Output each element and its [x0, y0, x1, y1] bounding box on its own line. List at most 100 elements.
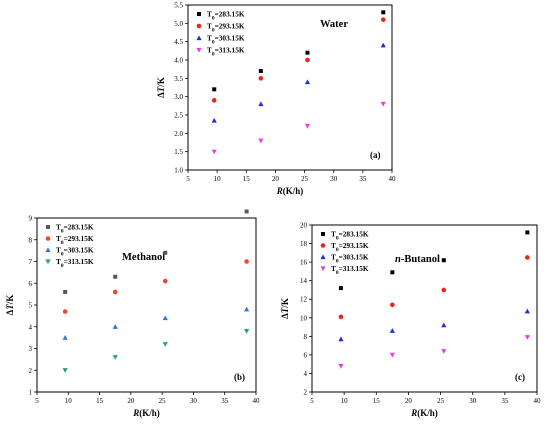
data-point	[390, 302, 395, 308]
y-tick-label: 10	[300, 314, 308, 322]
y-tick-label: 4	[29, 323, 33, 331]
data-point	[211, 98, 217, 103]
x-axis-label: R(K/h)	[410, 408, 438, 418]
y-axis-label-delta: Δ	[156, 92, 166, 98]
y-tick-label: 5.0	[174, 20, 183, 28]
legend-entry-subscript: 0	[336, 247, 339, 253]
chart-title-text: Water	[320, 19, 348, 30]
legend-entry-subscript: 0	[336, 259, 339, 265]
legend-entry-value: =313.15K	[215, 46, 245, 55]
chart-panel-3: 5 10 15 20 25 30 35 402468101214161820R(K/h)ΔT/…	[280, 222, 541, 419]
panel-label: (c)	[515, 372, 525, 382]
x-tick-label: 35	[501, 397, 509, 405]
legend-marker	[196, 47, 202, 53]
y-tick-label: 9	[29, 215, 33, 223]
legend-entry-value: =283.15K	[64, 223, 94, 232]
data-point	[389, 352, 395, 358]
y-tick-label: 18	[300, 240, 308, 248]
x-axis-label-unit: (K/h)	[139, 408, 160, 418]
y-tick-label: 7	[29, 258, 33, 266]
y-axis-label-unit: /K	[5, 295, 15, 306]
data-point	[258, 138, 264, 144]
y-tick-label: 2	[304, 389, 308, 397]
x-tick-label: 10	[341, 397, 349, 405]
legend-entry: T0=293.15K	[331, 241, 369, 253]
data-point	[441, 287, 447, 293]
y-tick-label: 2.5	[174, 112, 183, 120]
data-point	[162, 278, 168, 284]
legend-entry-value: =293.15K	[215, 22, 245, 31]
data-point	[112, 289, 118, 295]
data-point	[380, 17, 386, 22]
y-axis-label: ΔT/K	[156, 77, 166, 98]
legend-entry-symbol: T	[56, 246, 61, 255]
chart-title-text: Methanol	[122, 252, 165, 263]
legend-marker	[320, 254, 326, 260]
y-tick-label: 4.0	[174, 57, 183, 65]
x-tick-label: 30	[330, 175, 338, 183]
x-axis-label: R(K/h)	[132, 408, 160, 418]
y-tick-label: 3.5	[174, 75, 183, 83]
legend-entry-symbol: T	[331, 241, 336, 250]
legend-entry-symbol: T	[207, 34, 212, 43]
data-point	[258, 76, 264, 81]
chart-title-prefix: n	[395, 254, 401, 265]
legend-entry-value: =303.15K	[215, 34, 245, 43]
x-axis-label-symbol: R	[132, 408, 139, 418]
y-tick-label: 5.5	[174, 2, 183, 10]
x-axis-label: R(K/h)	[276, 186, 304, 196]
data-point	[112, 324, 118, 329]
x-tick-label: 15	[243, 175, 251, 183]
data-point	[305, 50, 310, 55]
y-tick-label: 20	[300, 222, 308, 230]
data-point	[258, 69, 263, 73]
y-tick-label: 12	[300, 296, 308, 304]
legend-entry-subscript: 0	[336, 270, 339, 276]
legend-marker	[320, 266, 326, 272]
legend-entry-subscript: 0	[336, 236, 339, 242]
data-point	[338, 336, 344, 342]
legend-entry-symbol: T	[207, 46, 212, 55]
data-point	[212, 87, 217, 92]
legend-entry-value: =313.15K	[339, 264, 369, 273]
y-axis-label-delta: Δ	[5, 309, 15, 315]
x-tick-label: 40	[534, 397, 542, 405]
x-tick-label: 35	[359, 175, 367, 183]
y-tick-label: 8	[304, 333, 308, 341]
legend-marker	[197, 12, 201, 16]
legend-marker	[45, 247, 51, 253]
legend-entry: T0=313.15K	[331, 264, 369, 276]
legend-entry-subscript: 0	[61, 263, 64, 269]
x-axis-label-unit: (K/h)	[417, 408, 438, 418]
data-point	[244, 329, 250, 334]
legend-entry: T0=303.15K	[207, 34, 245, 46]
y-tick-label: 1.5	[174, 148, 183, 156]
data-point	[244, 259, 249, 264]
y-tick-label: 16	[300, 259, 308, 267]
legend-entry: T0=303.15K	[331, 253, 369, 265]
y-tick-label: 6	[304, 351, 308, 359]
x-tick-label: 25	[159, 397, 167, 405]
plot-frame	[36, 217, 257, 393]
data-point	[338, 286, 343, 291]
x-tick-label: 15	[373, 397, 381, 405]
data-point	[389, 328, 395, 333]
data-point	[113, 274, 118, 279]
y-tick-label: 6	[29, 280, 33, 288]
y-tick-label: 4.5	[174, 38, 183, 46]
x-tick-label: 5	[186, 175, 190, 183]
x-tick-label: 30	[469, 397, 477, 405]
data-point	[244, 209, 249, 214]
legend-entry-subscript: 0	[61, 252, 64, 258]
chart-panel-2: 5 10 15 20 25 30 35 40123456789R(K/h)ΔT/KT0=283…	[5, 209, 260, 418]
data-point	[338, 314, 344, 320]
legend-entry: T0=283.15K	[56, 223, 94, 235]
data-point	[62, 368, 68, 373]
data-point	[162, 342, 168, 347]
x-tick-label: 40	[389, 175, 397, 183]
chart-title: n-Butanol	[395, 254, 440, 265]
data-point	[244, 306, 250, 312]
data-point	[112, 355, 118, 360]
data-point	[525, 230, 530, 235]
chart-title: Methanol	[122, 252, 165, 263]
